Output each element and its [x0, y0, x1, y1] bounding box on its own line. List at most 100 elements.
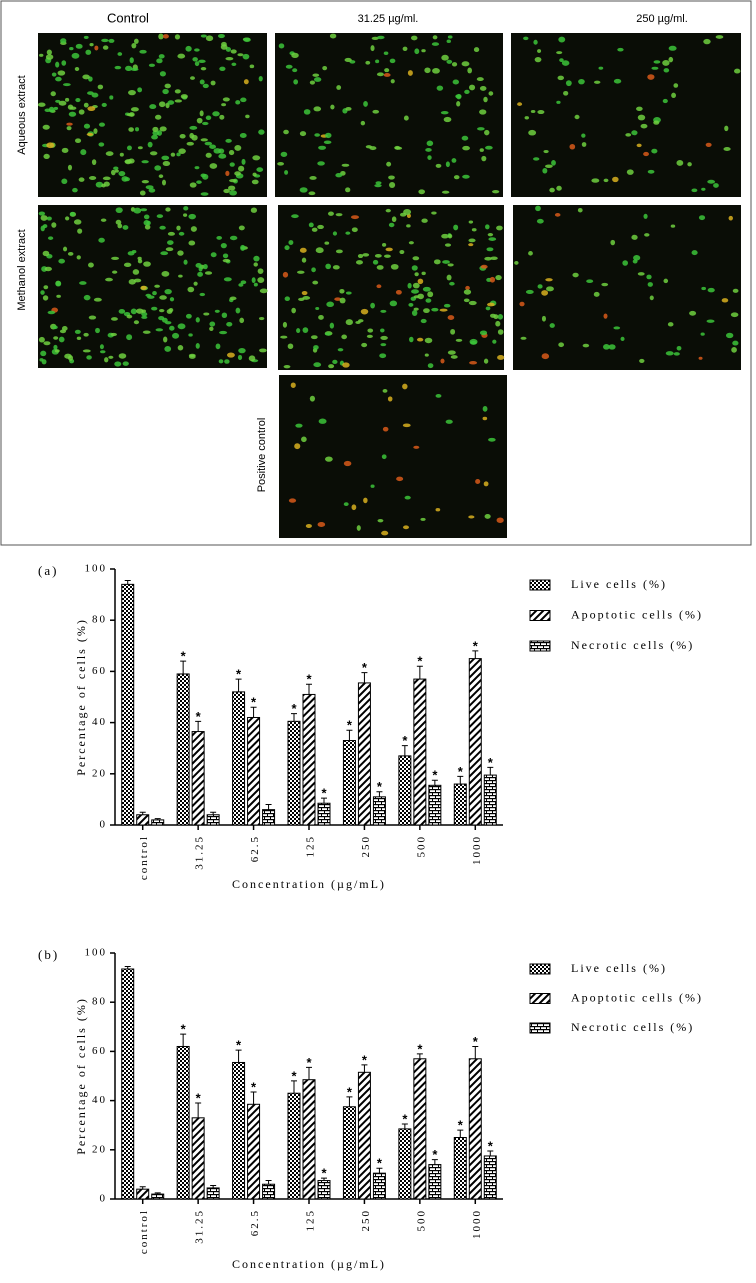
cell	[519, 301, 525, 307]
error-bar	[431, 1159, 438, 1165]
cell	[488, 437, 496, 442]
cell	[199, 110, 204, 117]
cell	[280, 335, 288, 339]
significance-mark: *	[362, 1052, 368, 1067]
cell	[468, 238, 476, 243]
cell	[226, 352, 235, 358]
significance-mark: *	[347, 718, 353, 733]
cell	[687, 162, 692, 167]
cell	[565, 80, 572, 87]
cell	[351, 504, 357, 511]
cell	[447, 263, 454, 267]
cell	[229, 179, 237, 183]
cell	[360, 120, 366, 126]
significance-mark: *	[488, 1138, 494, 1153]
cell	[160, 251, 169, 256]
cell	[223, 188, 230, 194]
cell	[483, 358, 489, 364]
cell	[147, 141, 153, 148]
cell	[486, 247, 494, 252]
cell	[465, 285, 470, 291]
x-axis-label: Concentration (µg/mL)	[232, 877, 386, 891]
bar	[428, 1164, 442, 1200]
cell	[337, 348, 344, 352]
significance-mark: *	[377, 779, 383, 794]
cell	[126, 314, 133, 319]
cell	[51, 72, 57, 77]
cell	[463, 289, 472, 295]
cell	[190, 76, 195, 80]
cell	[73, 219, 82, 225]
cell	[464, 89, 470, 94]
cell	[178, 274, 183, 278]
significance-mark: *	[181, 649, 187, 664]
cell	[77, 228, 83, 234]
cell	[105, 151, 114, 156]
cell	[253, 255, 260, 262]
cell	[215, 343, 221, 350]
cell	[102, 176, 111, 181]
cell	[43, 285, 49, 290]
cell	[140, 285, 147, 290]
cell	[556, 185, 562, 191]
cell	[593, 291, 600, 297]
cell	[345, 231, 351, 235]
legend-swatch	[529, 993, 551, 1004]
micrograph	[513, 205, 741, 370]
significance-mark: *	[402, 1111, 408, 1126]
cell	[214, 309, 220, 313]
cell	[481, 155, 487, 162]
cell	[228, 185, 236, 191]
cell	[145, 293, 152, 297]
cell	[315, 306, 320, 311]
cell	[435, 394, 442, 398]
bar	[287, 720, 301, 826]
cell	[380, 335, 388, 340]
cell	[137, 146, 143, 150]
cell	[312, 73, 320, 77]
significance-mark: *	[432, 768, 438, 783]
cell	[453, 175, 460, 180]
cell	[83, 102, 89, 108]
cell	[128, 127, 134, 132]
cell	[296, 328, 301, 334]
significance-mark: *	[321, 1166, 327, 1181]
cell	[314, 133, 321, 137]
cell	[414, 48, 420, 55]
cell	[137, 258, 143, 264]
cell	[126, 334, 133, 341]
cell	[485, 306, 491, 311]
bar	[302, 1079, 316, 1200]
cell	[724, 125, 729, 132]
cell	[441, 233, 449, 239]
cell	[202, 173, 209, 180]
cell	[545, 278, 553, 282]
cell	[309, 176, 317, 180]
cell	[126, 113, 134, 117]
cell	[118, 308, 126, 314]
cell	[427, 155, 432, 160]
cell	[141, 315, 148, 319]
cell	[370, 45, 375, 52]
cell	[411, 310, 418, 316]
bar	[483, 1155, 497, 1200]
cell	[52, 325, 58, 330]
cell	[72, 187, 78, 193]
cell	[297, 270, 305, 274]
cell	[128, 279, 136, 285]
x-axis-label: Concentration (µg/mL)	[232, 1257, 386, 1271]
cell	[159, 225, 166, 230]
cell	[541, 353, 550, 360]
cell	[216, 235, 222, 240]
cell	[226, 321, 233, 327]
cell	[484, 256, 492, 261]
cell	[723, 147, 731, 151]
cell	[404, 495, 411, 500]
x-tick-label: 62.5	[249, 835, 261, 862]
cell	[101, 38, 109, 43]
cell	[482, 405, 488, 412]
chart-title: (a)	[38, 563, 58, 578]
cell	[98, 237, 105, 243]
cell	[205, 152, 212, 158]
cell	[483, 96, 488, 103]
